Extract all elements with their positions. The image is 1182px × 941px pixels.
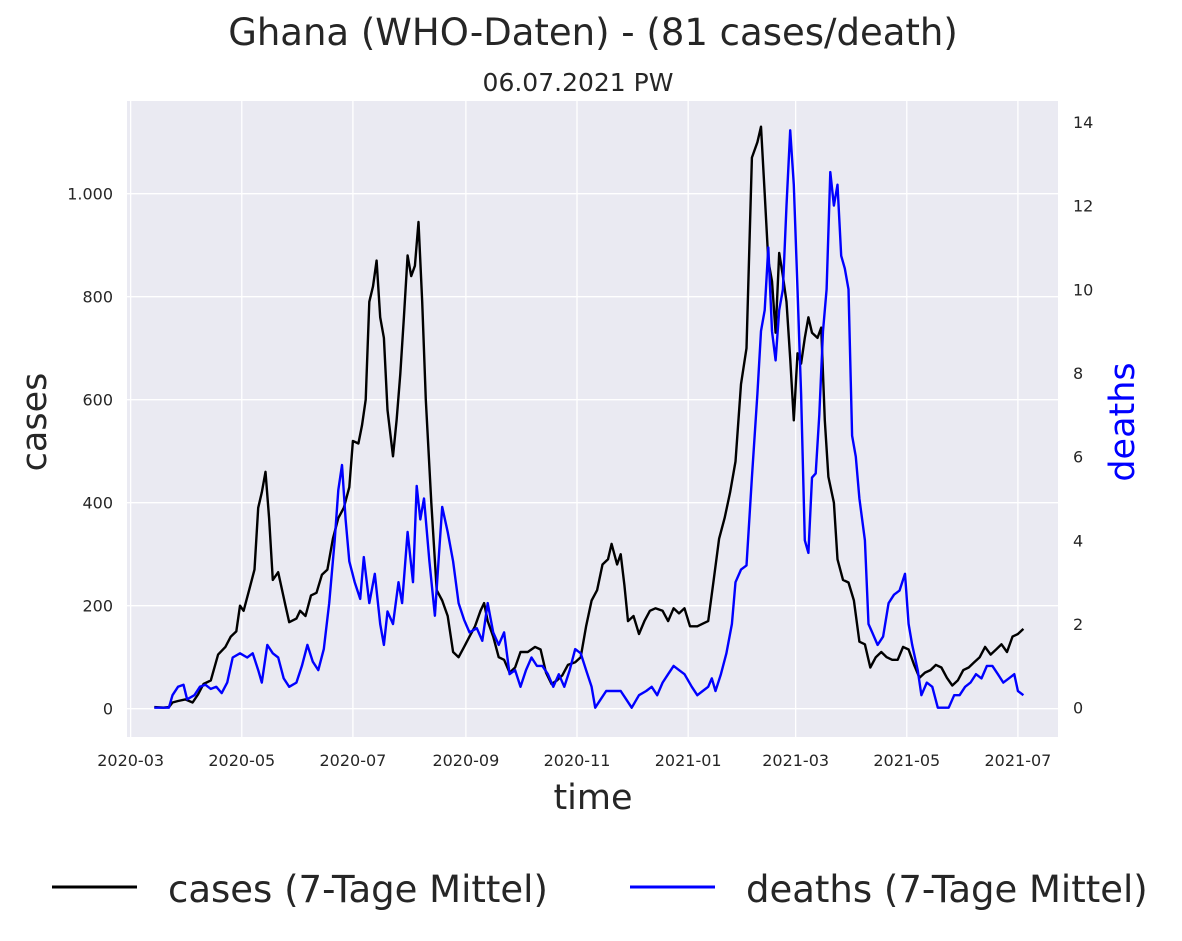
- y2-tick-labels: 0 2 4 6 8 10 12 14: [1073, 113, 1093, 718]
- x-tick-label-1: 2020-05: [208, 751, 275, 770]
- x-axis-label: time: [553, 778, 632, 818]
- x-tick-label-7: 2021-05: [873, 751, 940, 770]
- chart-subtitle: 06.07.2021 PW: [483, 68, 674, 97]
- y-axis-label: cases: [15, 373, 55, 472]
- y2-tick-label-1: 2: [1073, 615, 1083, 634]
- x-tick-labels: 2020-03 2020-05 2020-07 2020-09 2020-11 2021-…: [97, 751, 1051, 770]
- y2-tick-label-7: 14: [1073, 113, 1093, 132]
- x-tick-label-8: 2021-07: [984, 751, 1051, 770]
- legend-cases-label: cases (7-Tage Mittel): [168, 868, 548, 911]
- series-line-cases: [154, 125, 1025, 709]
- y2-axis-label: deaths: [1103, 362, 1143, 481]
- y2-tick-label-3: 6: [1073, 448, 1083, 467]
- x-tick-label-6: 2021-03: [762, 751, 829, 770]
- x-tick-label-3: 2020-09: [432, 751, 499, 770]
- y2-tick-label-5: 10: [1073, 280, 1093, 299]
- legend-deaths-label: deaths (7-Tage Mittel): [746, 868, 1148, 911]
- y-tick-label-4: 800: [82, 288, 113, 307]
- y-tick-label-1: 200: [82, 597, 113, 616]
- x-tick-label-4: 2020-11: [544, 751, 611, 770]
- plot-area: [127, 101, 1058, 737]
- grid-y: [127, 193, 1058, 710]
- y2-tick-label-6: 12: [1073, 197, 1093, 216]
- y2-tick-label-4: 8: [1073, 364, 1083, 383]
- y2-tick-label-2: 4: [1073, 531, 1083, 550]
- y2-tick-label-0: 0: [1073, 699, 1083, 718]
- x-tick-label-0: 2020-03: [97, 751, 164, 770]
- y-tick-label-2: 400: [82, 494, 113, 513]
- y-tick-labels: 0 200 400 600 800 1.000: [67, 185, 113, 719]
- y-tick-label-0: 0: [103, 700, 113, 719]
- y-tick-label-3: 600: [82, 391, 113, 410]
- series-layer: [154, 125, 1025, 709]
- chart-title: Ghana (WHO-Daten) - (81 cases/death): [228, 11, 958, 54]
- x-tick-label-2: 2020-07: [319, 751, 386, 770]
- series-line-deaths: [154, 129, 1025, 709]
- x-tick-label-5: 2021-01: [655, 751, 722, 770]
- y-tick-label-5: 1.000: [67, 185, 113, 204]
- legend: cases (7-Tage Mittel) deaths (7-Tage Mit…: [52, 868, 1148, 911]
